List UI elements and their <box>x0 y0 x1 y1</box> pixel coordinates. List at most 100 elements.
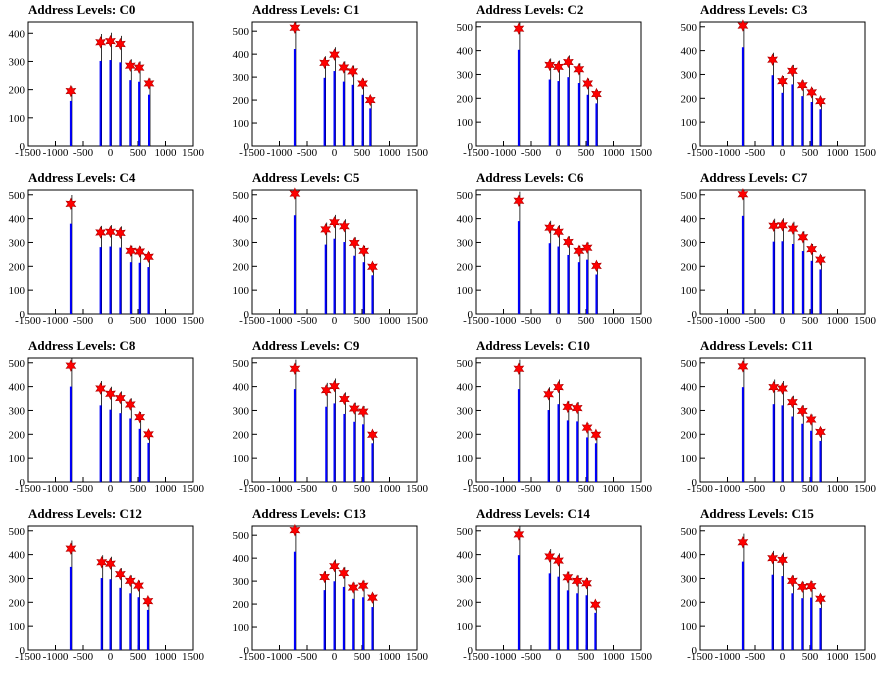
peak-marker <box>105 387 116 400</box>
histogram-bar <box>595 274 598 314</box>
peak-marker <box>124 398 136 411</box>
x-tick-label: 0 <box>780 483 786 495</box>
peak-marker <box>797 230 809 244</box>
y-tick-label: 100 <box>9 285 26 297</box>
x-tick-label: 1500 <box>182 315 205 327</box>
peak-marker <box>543 388 554 401</box>
histogram-bar <box>293 389 296 482</box>
x-tick-label: 500 <box>578 147 595 159</box>
y-tick-label: 400 <box>233 214 250 226</box>
peak-marker <box>358 244 370 258</box>
y-tick-label: 500 <box>681 526 698 538</box>
peak-marker <box>329 48 340 61</box>
histogram-bar <box>99 247 102 314</box>
peak-marker <box>787 395 798 409</box>
histogram-bar <box>119 62 122 146</box>
y-tick-label: 100 <box>9 113 26 125</box>
peak-marker <box>544 58 556 72</box>
histogram-bar <box>781 405 784 482</box>
histogram-bar <box>741 215 744 314</box>
chart-title: Address Levels: C8 <box>28 338 136 353</box>
y-tick-label: 100 <box>233 118 250 130</box>
peak-marker <box>329 215 340 229</box>
chart-title: Address Levels: C11 <box>700 338 813 353</box>
peak-marker <box>563 235 574 249</box>
histogram-bar <box>517 555 520 650</box>
peak-marker <box>95 226 106 239</box>
peak-marker <box>115 391 126 405</box>
x-tick-label: -1500 <box>239 147 265 159</box>
histogram-bar <box>119 413 122 482</box>
y-tick-label: 300 <box>9 573 26 585</box>
y-tick-label: 0 <box>468 141 474 153</box>
peak-marker <box>289 187 301 200</box>
peak-marker <box>581 241 593 254</box>
peak-marker <box>513 194 525 207</box>
histogram-bar <box>741 387 744 482</box>
peak-marker <box>573 244 585 258</box>
histogram-bar <box>293 49 296 147</box>
histogram-bar <box>791 593 794 650</box>
histogram-bar <box>138 262 141 314</box>
y-tick-label: 200 <box>681 261 698 273</box>
peak-marker <box>805 579 817 593</box>
histogram-bar <box>129 262 132 314</box>
chart-panel-14: Address Levels: C14 0 100 200 300 400 500 -1500… <box>448 504 672 672</box>
peak-marker <box>143 77 155 90</box>
peak-marker <box>787 64 798 78</box>
x-tick-label: 0 <box>556 651 562 663</box>
chart-svg: Address Levels: C12 0 100 200 300 400 500 -1500… <box>9 506 205 663</box>
histogram-bar <box>99 60 102 147</box>
y-tick-label: 300 <box>233 72 250 84</box>
x-tick-label: 1500 <box>630 315 653 327</box>
peak-marker <box>796 580 808 594</box>
x-tick-label: 0 <box>108 483 114 495</box>
histogram-bar <box>342 586 345 650</box>
histogram-bar <box>810 102 813 146</box>
y-tick-label: 500 <box>457 358 474 370</box>
chart-title: Address Levels: C15 <box>700 506 814 521</box>
peak-marker <box>571 401 583 415</box>
x-tick-label: -1000 <box>267 315 293 327</box>
histogram-bar <box>333 71 336 146</box>
peak-marker <box>796 78 808 92</box>
y-tick-label: 400 <box>457 214 474 226</box>
chart-title: Address Levels: C10 <box>476 338 590 353</box>
y-tick-label: 500 <box>233 26 250 38</box>
peak-marker <box>143 250 154 263</box>
histogram-bar <box>577 262 580 314</box>
y-tick-label: 300 <box>233 576 250 588</box>
y-tick-label: 400 <box>9 214 26 226</box>
chart-panel-9: Address Levels: C9 0 100 200 300 400 500 -1500-… <box>224 336 448 504</box>
y-tick-label: 500 <box>9 190 26 202</box>
y-tick-label: 300 <box>457 237 474 249</box>
x-tick-label: 1500 <box>854 315 877 327</box>
histogram-bar <box>586 94 589 146</box>
histogram-bar <box>69 100 72 146</box>
x-tick-label: -1500 <box>15 651 41 663</box>
x-tick-label: -1500 <box>15 147 41 159</box>
histogram-bar <box>138 428 141 482</box>
histogram-bar <box>595 103 598 146</box>
x-tick-label: 1000 <box>827 483 850 495</box>
y-tick-label: 0 <box>468 477 474 489</box>
peak-marker <box>768 380 780 394</box>
histogram-bar <box>293 215 296 314</box>
x-tick-label: 0 <box>780 315 786 327</box>
x-tick-label: 1500 <box>182 483 205 495</box>
y-tick-label: 200 <box>681 429 698 441</box>
x-tick-label: -500 <box>745 315 766 327</box>
x-tick-label: 0 <box>332 315 338 327</box>
y-tick-label: 0 <box>692 645 698 657</box>
chart-title: Address Levels: C0 <box>28 2 135 17</box>
chart-title: Address Levels: C13 <box>252 506 366 521</box>
x-tick-label: -1000 <box>43 651 69 663</box>
x-tick-label: 500 <box>130 651 147 663</box>
y-tick-label: 200 <box>457 429 474 441</box>
y-tick-label: 0 <box>20 477 26 489</box>
y-tick-label: 400 <box>457 46 474 58</box>
x-tick-label: -500 <box>297 315 318 327</box>
x-tick-label: 500 <box>130 147 147 159</box>
x-tick-label: 0 <box>780 147 786 159</box>
x-tick-label: 0 <box>332 651 338 663</box>
